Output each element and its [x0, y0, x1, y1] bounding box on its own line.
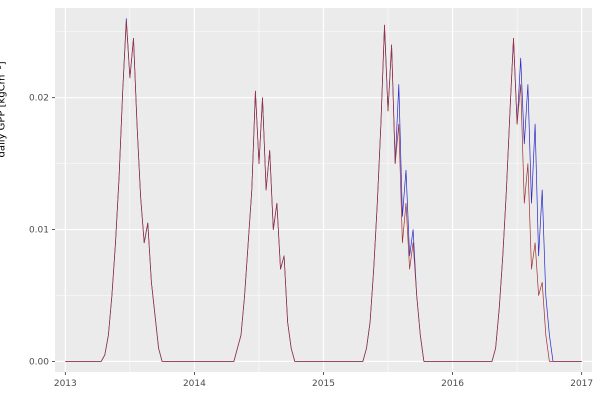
x-tick-label: 2016: [441, 379, 464, 389]
y-tick-label: 0.02: [29, 94, 49, 104]
x-tick-label: 2017: [570, 379, 593, 389]
y-tick-label: 0.00: [29, 357, 49, 367]
x-tick-label: 2015: [312, 379, 335, 389]
x-tick-label: 2014: [183, 379, 206, 389]
data-line-series-dark-red: [65, 20, 582, 362]
y-tick-label: 0.01: [29, 226, 49, 236]
x-tick-label: 2013: [54, 379, 77, 389]
